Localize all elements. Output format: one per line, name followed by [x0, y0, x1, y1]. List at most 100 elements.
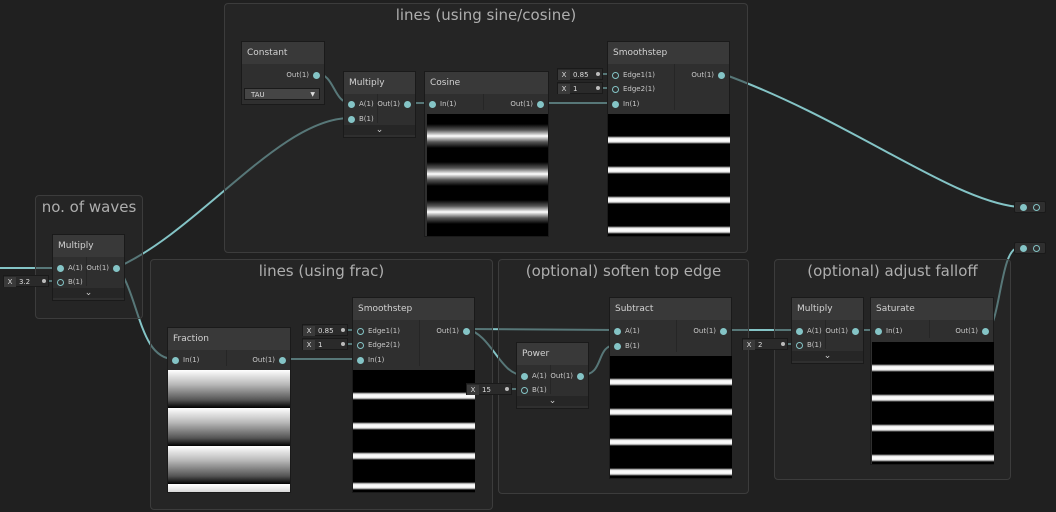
connector-dot-icon — [42, 279, 46, 283]
port-dot-icon[interactable] — [796, 341, 803, 349]
port-dot-icon[interactable] — [612, 85, 619, 93]
in-port-a[interactable]: A(1) — [614, 324, 640, 338]
port-dot-icon[interactable] — [279, 356, 286, 364]
redirect-node-top[interactable] — [1014, 201, 1046, 213]
port-dot-icon[interactable] — [357, 341, 364, 349]
multiply-node-falloff[interactable]: Multiply A(1) B(1) Out(1) ⌄ — [791, 297, 864, 364]
constant-dropdown[interactable]: TAU ▼ — [244, 88, 320, 100]
port-dot-icon[interactable] — [614, 342, 621, 350]
in-port-b[interactable]: B(1) — [348, 112, 374, 126]
column-divider — [929, 320, 930, 338]
redirect-node-bottom[interactable] — [1014, 242, 1046, 254]
in-port-edge1[interactable]: Edge1(1) — [612, 68, 655, 82]
out-port[interactable]: Out(1) — [252, 353, 286, 367]
port-dot-icon[interactable] — [521, 372, 528, 380]
column-divider — [825, 320, 826, 349]
power-b-field[interactable]: X 15 — [466, 383, 512, 395]
port-dot-icon[interactable] — [1033, 245, 1040, 252]
column-divider — [86, 257, 87, 286]
port-dot-icon[interactable] — [357, 327, 364, 335]
group-title: lines (using sine/cosine) — [395, 6, 577, 24]
port-dot-icon[interactable] — [612, 100, 619, 108]
in-port-in[interactable]: In(1) — [612, 97, 639, 111]
port-dot-icon[interactable] — [614, 327, 621, 335]
in-port-edge2[interactable]: Edge2(1) — [357, 338, 400, 352]
in-port-a[interactable]: A(1) — [348, 97, 374, 111]
port-dot-icon[interactable] — [348, 115, 355, 123]
connector-dot-icon — [596, 86, 600, 90]
chevron-down-icon[interactable]: ⌄ — [344, 125, 415, 135]
in-port-a[interactable]: A(1) — [57, 261, 83, 275]
waves-b-field[interactable]: X 3.2 — [3, 275, 49, 287]
port-dot-icon[interactable] — [172, 356, 179, 364]
chevron-down-icon[interactable]: ⌄ — [53, 288, 124, 298]
out-port[interactable]: Out(1) — [86, 261, 120, 275]
out-port[interactable]: Out(1) — [691, 68, 725, 82]
port-dot-icon[interactable] — [1033, 204, 1040, 211]
port-dot-icon[interactable] — [612, 71, 619, 79]
port-dot-icon[interactable] — [796, 327, 803, 335]
port-dot-icon[interactable] — [720, 327, 727, 335]
column-divider — [550, 365, 551, 394]
cosine-node[interactable]: Cosine In(1) Out(1) — [424, 71, 549, 237]
port-dot-icon[interactable] — [577, 372, 584, 380]
in-port-in[interactable]: In(1) — [357, 353, 384, 367]
chevron-down-icon[interactable]: ⌄ — [792, 351, 863, 361]
in-port-edge2[interactable]: Edge2(1) — [612, 82, 655, 96]
port-dot-icon[interactable] — [718, 71, 725, 79]
in-port[interactable]: In(1) — [875, 324, 902, 338]
out-port[interactable]: Out(1) — [955, 324, 989, 338]
in-port-b[interactable]: B(1) — [796, 338, 822, 352]
subtract-node[interactable]: Subtract A(1) B(1) Out(1) — [609, 297, 732, 479]
out-port[interactable]: Out(1) — [436, 324, 470, 338]
out-port[interactable]: Out(1) — [825, 324, 859, 338]
smoothstep-node-frac[interactable]: Smoothstep Edge1(1) Edge2(1) In(1) Out(1… — [352, 297, 475, 493]
in-port-a[interactable]: A(1) — [796, 324, 822, 338]
node-title: Cosine — [425, 72, 548, 94]
in-port-b[interactable]: B(1) — [521, 383, 547, 397]
port-dot-icon[interactable] — [404, 100, 411, 108]
port-dot-icon[interactable] — [982, 327, 989, 335]
multiply-node-waves[interactable]: Multiply A(1) B(1) Out(1) ⌄ — [52, 234, 125, 301]
port-dot-icon[interactable] — [1020, 245, 1027, 252]
port-dot-icon[interactable] — [852, 327, 859, 335]
constant-node[interactable]: Constant Out(1) TAU ▼ — [241, 41, 325, 105]
smoothstep-node-top[interactable]: Smoothstep Edge1(1) Edge2(1) In(1) Out(1… — [607, 41, 730, 237]
in-port-edge1[interactable]: Edge1(1) — [357, 324, 400, 338]
multiply-node-top[interactable]: Multiply A(1) B(1) Out(1) ⌄ — [343, 71, 416, 138]
in-port[interactable]: In(1) — [429, 97, 456, 111]
out-port[interactable]: Out(1) — [550, 369, 584, 383]
port-dot-icon[interactable] — [1020, 204, 1027, 211]
column-divider — [377, 94, 378, 123]
out-port[interactable]: Out(1) — [693, 324, 727, 338]
in-port-b[interactable]: B(1) — [614, 339, 640, 353]
port-dot-icon[interactable] — [113, 264, 120, 272]
port-dot-icon[interactable] — [521, 386, 528, 394]
frac-edge1-field[interactable]: X 0.85 — [302, 324, 348, 336]
in-port-a[interactable]: A(1) — [521, 369, 547, 383]
chevron-down-icon[interactable]: ⌄ — [517, 396, 588, 406]
port-dot-icon[interactable] — [463, 327, 470, 335]
port-dot-icon[interactable] — [348, 100, 355, 108]
power-node[interactable]: Power A(1) B(1) Out(1) ⌄ — [516, 342, 589, 409]
saturate-node[interactable]: Saturate In(1) Out(1) — [870, 297, 994, 465]
port-dot-icon[interactable] — [57, 264, 64, 272]
port-dot-icon[interactable] — [429, 100, 436, 108]
out-port[interactable]: Out(1) — [510, 97, 544, 111]
port-dot-icon[interactable] — [875, 327, 882, 335]
in-port-b[interactable]: B(1) — [57, 275, 83, 289]
top-edge1-field[interactable]: X 0.85 — [557, 68, 603, 80]
out-port[interactable]: Out(1) — [286, 68, 320, 82]
fraction-node[interactable]: Fraction In(1) Out(1) — [167, 327, 291, 493]
in-port[interactable]: In(1) — [172, 353, 199, 367]
port-dot-icon[interactable] — [313, 71, 320, 79]
out-port[interactable]: Out(1) — [377, 97, 411, 111]
port-dot-icon[interactable] — [537, 100, 544, 108]
group-title: no. of waves — [41, 198, 137, 216]
node-title: Multiply — [53, 235, 124, 257]
port-dot-icon[interactable] — [57, 278, 64, 286]
port-dot-icon[interactable] — [357, 356, 364, 364]
